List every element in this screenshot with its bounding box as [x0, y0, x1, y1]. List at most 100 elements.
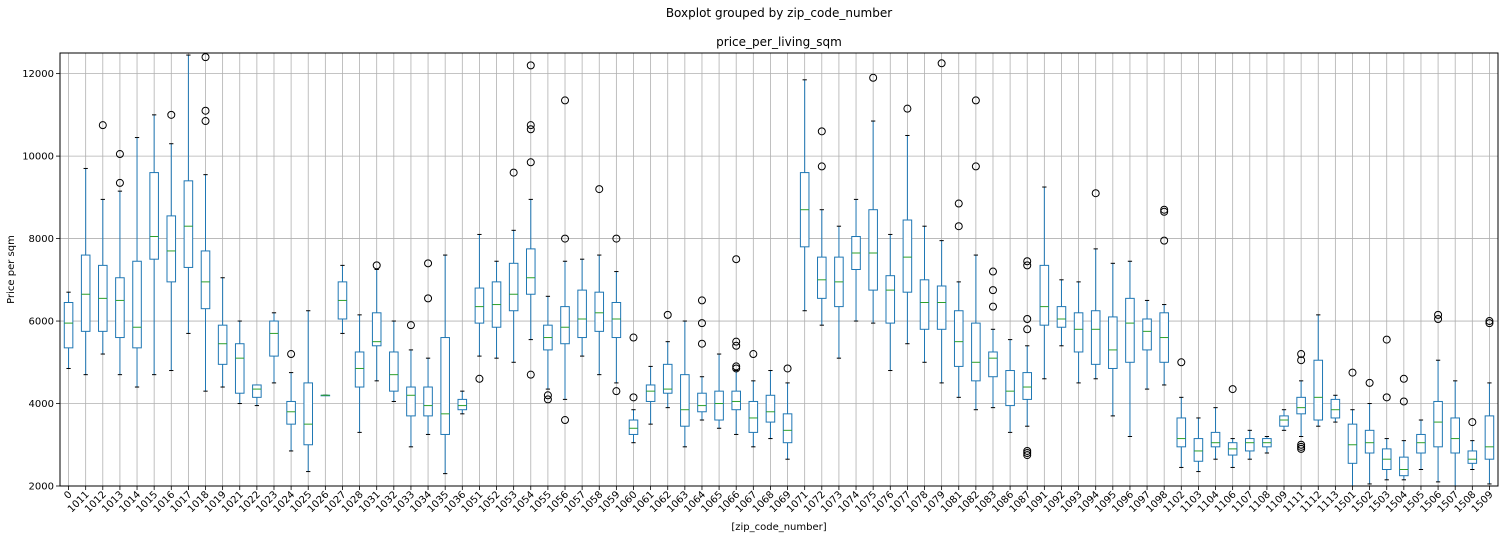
box-1062 — [662, 310, 673, 409]
outlier-point — [869, 73, 878, 82]
box-body — [1347, 423, 1358, 464]
y-tick-label: 6000 — [29, 317, 54, 328]
outlier-point — [287, 350, 296, 359]
box-1031 — [371, 261, 382, 382]
outlier-point — [629, 333, 638, 342]
outlier-point — [1023, 261, 1032, 270]
y-tick-label: 4000 — [29, 399, 54, 410]
outlier-point — [115, 178, 124, 187]
box-1073 — [834, 225, 844, 359]
box-1013 — [115, 150, 125, 376]
outlier-point — [732, 337, 741, 346]
outlier-point — [697, 296, 706, 305]
box-1505 — [1416, 419, 1426, 471]
outlier-point — [1297, 356, 1306, 365]
outlier-point — [595, 185, 604, 194]
plot-frame — [59, 52, 1499, 487]
y-tick-label: 10000 — [22, 152, 54, 163]
outlier-point — [372, 261, 381, 270]
box-1056 — [560, 96, 570, 425]
box-body — [217, 324, 228, 365]
chart-title: price_per_living_sqm — [716, 35, 842, 49]
figure-suptitle: Boxplot grouped by zip_code_number — [666, 6, 892, 20]
box-body — [286, 400, 296, 425]
box-body — [1125, 297, 1135, 363]
box-body — [457, 398, 468, 411]
box-1024 — [286, 350, 296, 452]
outlier-point — [509, 168, 518, 177]
box-body — [628, 419, 639, 435]
box-1057 — [577, 258, 587, 357]
box-1034 — [423, 259, 433, 435]
box-1019 — [217, 277, 228, 388]
outlier-point — [561, 96, 570, 105]
outlier-point — [732, 362, 741, 371]
box-body — [1244, 438, 1255, 452]
outlier-point — [526, 61, 535, 70]
box-1113 — [1330, 394, 1341, 423]
box-body — [560, 306, 570, 345]
outlier-point — [1348, 368, 1357, 377]
outlier-point — [663, 310, 672, 319]
box-1071 — [799, 79, 810, 312]
box-body — [1433, 400, 1443, 448]
box-body — [234, 343, 245, 394]
outlier-point — [167, 110, 176, 119]
box-1053 — [508, 168, 519, 363]
box-body — [80, 254, 91, 332]
box-body — [1313, 359, 1324, 421]
box-1022 — [252, 384, 262, 407]
box-1508 — [1467, 418, 1478, 471]
outlier-point — [817, 127, 826, 136]
box-body — [988, 351, 998, 378]
box-body — [936, 285, 947, 330]
box-body — [1364, 429, 1375, 454]
box-1068 — [765, 370, 776, 440]
outlier-point — [201, 117, 210, 126]
box-1093 — [1073, 281, 1084, 384]
box-1023 — [269, 312, 279, 384]
box-body — [1450, 417, 1460, 454]
box-body — [1176, 417, 1187, 448]
box-1018 — [200, 53, 211, 392]
outlier-point — [817, 162, 826, 171]
outlier-point — [954, 199, 963, 208]
box-body — [525, 248, 536, 295]
box-body — [1005, 370, 1015, 407]
box-body — [1467, 450, 1478, 464]
box-1506 — [1433, 310, 1443, 483]
outlier-point — [1297, 444, 1306, 453]
box-body — [868, 209, 878, 291]
box-body — [1416, 433, 1426, 454]
outlier-point — [526, 121, 535, 130]
box-body — [389, 351, 399, 392]
box-1025 — [303, 310, 314, 473]
outlier-point — [1382, 393, 1391, 402]
box-1036 — [457, 390, 468, 415]
box-1075 — [868, 73, 878, 324]
box-1074 — [851, 198, 861, 322]
box-1082 — [971, 96, 981, 411]
outlier-point — [1160, 236, 1169, 245]
box-1014 — [132, 137, 142, 388]
box-1077 — [902, 104, 913, 345]
box-1055 — [543, 295, 553, 404]
outlier-point — [1297, 440, 1306, 449]
outlier-point — [475, 374, 484, 383]
box-1067 — [748, 350, 759, 448]
outlier-point — [1485, 319, 1494, 328]
box-1058 — [594, 185, 605, 376]
outlier-point — [612, 234, 621, 243]
box-1504 — [1399, 374, 1409, 481]
box-1064 — [697, 296, 707, 421]
box-1091 — [1039, 186, 1050, 380]
box-body — [731, 390, 741, 411]
outlier-point — [1297, 350, 1306, 359]
box-body — [1296, 396, 1306, 415]
box-1021 — [234, 320, 245, 405]
box-body — [303, 382, 314, 446]
box-1106 — [1227, 385, 1238, 468]
outlier-point — [749, 350, 758, 359]
outlier-point — [732, 364, 741, 373]
box-body — [817, 256, 827, 299]
